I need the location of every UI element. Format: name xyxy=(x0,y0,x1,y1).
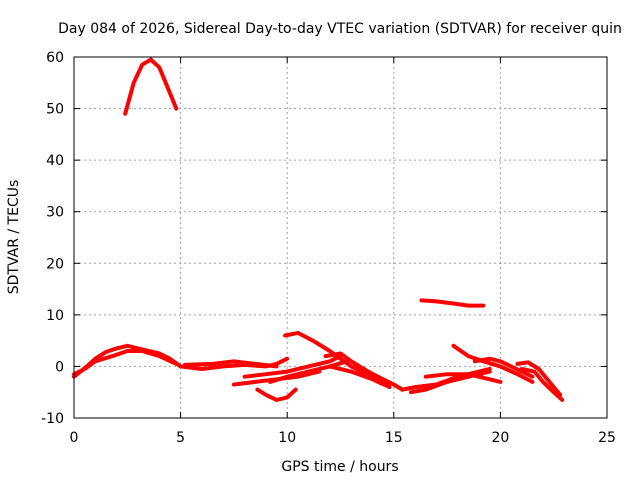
series-arc-high xyxy=(123,57,179,116)
series-arc-early-b xyxy=(72,349,179,377)
y-axis-label: SDTVAR / TECUs xyxy=(6,180,22,295)
x-tick-label: 10 xyxy=(278,430,296,446)
y-tick-label: 40 xyxy=(46,153,64,169)
series-arc-mid-b xyxy=(182,359,279,369)
series-arc-high12 xyxy=(419,298,486,308)
series-arc-18 xyxy=(451,343,535,384)
x-axis-label: GPS time / hours xyxy=(281,459,398,475)
y-tick-label: -10 xyxy=(41,411,64,427)
series-arc-21 xyxy=(515,360,563,397)
y-tick-label: 10 xyxy=(46,308,64,324)
series-layer xyxy=(72,57,565,402)
chart-title: Day 084 of 2026, Sidereal Day-to-day VTE… xyxy=(58,21,622,37)
series-arc-19 xyxy=(472,356,535,379)
x-tick-label: 0 xyxy=(70,430,79,446)
y-tick-label: 20 xyxy=(46,256,64,272)
y-tick-label: 50 xyxy=(46,102,64,118)
series-arc-mid-a xyxy=(178,356,290,371)
series-arc-22 xyxy=(519,367,565,402)
series-arc-dip xyxy=(255,387,298,402)
series-arc-peak10 xyxy=(283,330,392,387)
series-arc-10 xyxy=(268,359,349,384)
series-arc-12 xyxy=(323,351,405,392)
series-arc-17 xyxy=(423,372,503,384)
x-tick-label: 20 xyxy=(491,430,509,446)
series-arc-mid-d xyxy=(242,354,343,379)
x-tick-label: 25 xyxy=(598,430,616,446)
plot-frame xyxy=(73,56,608,419)
x-tick-label: 15 xyxy=(385,430,403,446)
series-arc-15 xyxy=(400,367,492,392)
y-tick-label: 60 xyxy=(46,50,64,66)
series-arc-13 xyxy=(327,364,392,390)
y-tick-label: 30 xyxy=(46,205,64,221)
x-tick-label: 5 xyxy=(176,430,185,446)
grid-layer xyxy=(74,57,607,418)
y-tick-label: 0 xyxy=(55,359,64,375)
